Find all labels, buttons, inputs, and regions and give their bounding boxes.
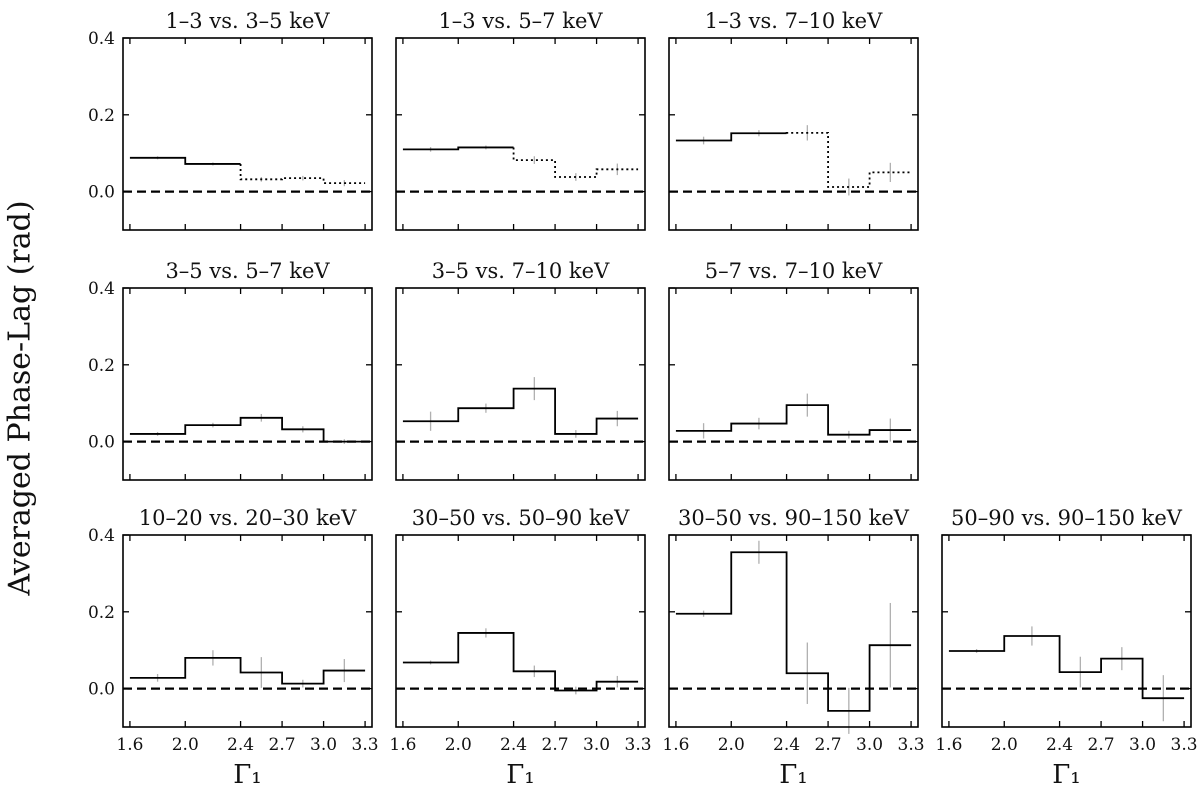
step-line-solid xyxy=(129,416,366,443)
y-tick-label: 0.0 xyxy=(88,680,115,700)
panel-5: 3–5 vs. 7–10 keV xyxy=(395,259,646,481)
x-tick-label: 2.0 xyxy=(172,735,199,755)
panel-title: 30–50 vs. 90–150 keV xyxy=(678,506,910,530)
panel-frame xyxy=(122,534,373,728)
x-tick-label: 3.0 xyxy=(310,735,337,755)
step-line-solid xyxy=(402,387,639,435)
x-tick-label: 2.4 xyxy=(227,735,254,755)
x-tick-label: 1.6 xyxy=(935,735,962,755)
x-tick-label: 3.3 xyxy=(898,735,925,755)
x-tick-label: 1.6 xyxy=(116,735,143,755)
panel-1: 1–3 vs. 3–5 keV 0.0 0.2 0.4 xyxy=(88,9,373,231)
step-line-dotted xyxy=(512,147,639,178)
panel-title: 10–20 vs. 20–30 keV xyxy=(139,506,357,530)
panel-3: 1–3 vs. 7–10 keV xyxy=(668,9,919,231)
step-line-dotted xyxy=(785,131,912,188)
x-tick-label: 2.4 xyxy=(500,735,527,755)
y-tick-label: 0.2 xyxy=(88,356,115,376)
x-axis-label: Γ₁ xyxy=(779,760,807,790)
step-line-solid xyxy=(129,656,366,685)
panel-frame xyxy=(668,37,919,231)
x-tick-label: 3.0 xyxy=(1129,735,1156,755)
step-line-solid xyxy=(675,551,912,712)
panel-2: 1–3 vs. 5–7 keV xyxy=(395,9,646,231)
panel-frame xyxy=(395,534,646,728)
x-tick-label: 2.7 xyxy=(1088,735,1115,755)
y-tick-label: 0.4 xyxy=(88,526,115,546)
panel-frame xyxy=(668,287,919,481)
x-axis-label: Γ₁ xyxy=(506,760,534,790)
x-tick-label: 1.6 xyxy=(662,735,689,755)
x-tick-label: 3.3 xyxy=(1171,735,1198,755)
x-tick-label: 2.7 xyxy=(815,735,842,755)
x-tick-label: 2.7 xyxy=(269,735,296,755)
x-tick-label: 2.4 xyxy=(773,735,800,755)
y-tick-label: 0.4 xyxy=(88,29,115,49)
y-tick-label: 0.0 xyxy=(88,183,115,203)
panel-frame xyxy=(668,534,919,728)
panel-6: 5–7 vs. 7–10 keV xyxy=(668,259,919,481)
x-tick-label: 2.0 xyxy=(445,735,472,755)
step-line-solid xyxy=(402,632,639,692)
x-axis-label: Γ₁ xyxy=(1052,760,1080,790)
step-line-solid xyxy=(948,635,1185,700)
y-tick-label: 0.2 xyxy=(88,106,115,126)
panel-9: 30–50 vs. 90–150 keV 1.6 2.0 2.4 2.7 3.0 3.3 Γ₁ xyxy=(662,506,924,790)
step-line-solid xyxy=(129,156,241,165)
x-tick-label: 2.4 xyxy=(1046,735,1073,755)
panel-4: 3–5 vs. 5–7 keV 0.0 0.2 0.4 xyxy=(88,259,373,481)
panel-title: 3–5 vs. 5–7 keV xyxy=(165,259,330,283)
panel-8: 30–50 vs. 50–90 keV 1.6 2.0 2.4 2.7 3.0 3.3 Γ₁ xyxy=(389,506,651,790)
panel-frame xyxy=(395,37,646,231)
panel-frame xyxy=(122,37,373,231)
y-tick-label: 0.4 xyxy=(88,279,115,299)
x-tick-label: 2.0 xyxy=(991,735,1018,755)
step-line-solid xyxy=(675,404,912,436)
panel-7: 10–20 vs. 20–30 keV 1.6 2.0 2.4 2.7 3.0 3.3 0.0… xyxy=(88,506,379,790)
panel-frame xyxy=(122,287,373,481)
x-tick-label: 3.0 xyxy=(856,735,883,755)
step-line-dotted xyxy=(239,163,366,185)
y-tick-label: 0.2 xyxy=(88,603,115,623)
panel-title: 1–3 vs. 5–7 keV xyxy=(438,9,603,33)
y-axis-label: Averaged Phase-Lag (rad) xyxy=(2,200,38,596)
panel-title: 1–3 vs. 7–10 keV xyxy=(705,9,883,33)
panel-title: 5–7 vs. 7–10 keV xyxy=(705,259,883,283)
panel-10: 50–90 vs. 90–150 keV 1.6 2.0 2.4 2.7 3.0 3.3 Γ₁ xyxy=(935,506,1197,790)
x-axis-label: Γ₁ xyxy=(233,760,261,790)
x-tick-label: 3.3 xyxy=(352,735,379,755)
step-line-solid xyxy=(402,146,514,151)
step-line-solid xyxy=(675,132,787,142)
panel-title: 3–5 vs. 7–10 keV xyxy=(432,259,610,283)
x-tick-label: 1.6 xyxy=(389,735,416,755)
x-tick-label: 2.0 xyxy=(718,735,745,755)
x-tick-label: 3.0 xyxy=(583,735,610,755)
panel-title: 1–3 vs. 3–5 keV xyxy=(165,9,330,33)
panel-frame xyxy=(395,287,646,481)
x-tick-label: 3.3 xyxy=(625,735,652,755)
panel-frame xyxy=(941,534,1192,728)
panel-title: 50–90 vs. 90–150 keV xyxy=(951,506,1183,530)
x-tick-label: 2.7 xyxy=(542,735,569,755)
panel-title: 30–50 vs. 50–90 keV xyxy=(412,506,630,530)
y-tick-label: 0.0 xyxy=(88,433,115,453)
